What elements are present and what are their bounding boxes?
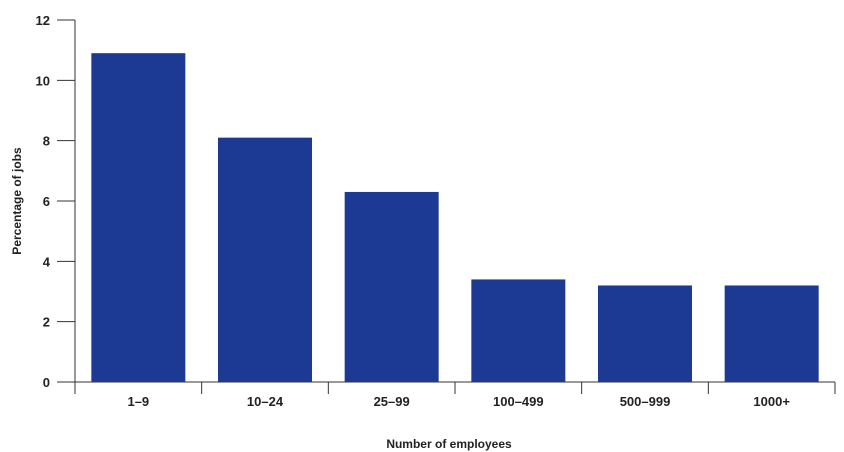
x-tick-label: 500–999 [620,394,671,409]
y-tick-label: 8 [43,134,50,149]
bar-0 [91,53,186,382]
y-axis: 0 2 4 6 8 10 12 [36,13,76,390]
bar-4 [598,285,692,382]
bar-1 [218,137,312,382]
y-tick-label: 2 [43,315,50,330]
y-tick-label: 0 [43,375,50,390]
x-tick-label: 10–24 [247,394,284,409]
bars [91,53,819,382]
y-axis-title: Percentage of jobs [10,147,24,255]
bar-2 [344,191,439,382]
y-tick-label: 4 [43,254,51,269]
x-tick-label: 1000+ [753,394,790,409]
x-axis-title: Number of employees [386,437,512,451]
y-tick-label: 12 [36,13,50,28]
y-tick-label: 10 [36,73,50,88]
y-tick-label: 6 [43,194,50,209]
x-axis: 1–9 10–24 25–99 100–499 500–999 1000+ [74,381,836,409]
bar-3 [471,279,566,382]
bar-5 [724,285,819,382]
x-tick-label: 25–99 [374,394,410,409]
x-tick-label: 1–9 [127,394,149,409]
x-tick-label: 100–499 [493,394,544,409]
